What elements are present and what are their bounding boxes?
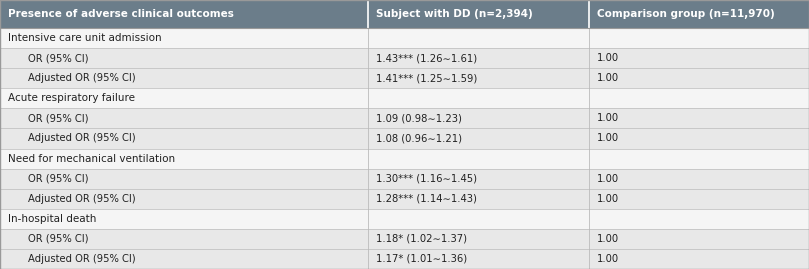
Text: 1.00: 1.00 (597, 194, 619, 204)
Text: Need for mechanical ventilation: Need for mechanical ventilation (8, 154, 176, 164)
Bar (0, 68, 809, 88)
Bar (0, 209, 809, 229)
Bar (0, 108, 809, 128)
Bar (0, 128, 809, 148)
Text: OR (95% CI): OR (95% CI) (28, 174, 89, 184)
Bar (0, 48, 809, 68)
Text: 1.00: 1.00 (597, 133, 619, 143)
Bar (0, 189, 809, 209)
Bar (0, 249, 809, 269)
Text: OR (95% CI): OR (95% CI) (28, 234, 89, 244)
Text: 1.41*** (1.25∼1.59): 1.41*** (1.25∼1.59) (376, 73, 477, 83)
Text: 1.09 (0.98∼1.23): 1.09 (0.98∼1.23) (376, 113, 462, 123)
Text: 1.08 (0.96∼1.21): 1.08 (0.96∼1.21) (376, 133, 462, 143)
Text: Presence of adverse clinical outcomes: Presence of adverse clinical outcomes (8, 9, 234, 19)
Text: 1.00: 1.00 (597, 234, 619, 244)
Text: 1.28*** (1.14∼1.43): 1.28*** (1.14∼1.43) (376, 194, 477, 204)
Text: In-hospital death: In-hospital death (8, 214, 96, 224)
Bar (0, 28, 809, 48)
Text: OR (95% CI): OR (95% CI) (28, 53, 89, 63)
Text: 1.00: 1.00 (597, 53, 619, 63)
Text: Acute respiratory failure: Acute respiratory failure (8, 93, 135, 103)
Bar (0, 169, 809, 189)
Text: 1.00: 1.00 (597, 174, 619, 184)
Text: 1.17* (1.01∼1.36): 1.17* (1.01∼1.36) (376, 254, 468, 264)
Text: Adjusted OR (95% CI): Adjusted OR (95% CI) (28, 133, 136, 143)
Text: Comparison group (n=11,970): Comparison group (n=11,970) (597, 9, 775, 19)
Text: Intensive care unit admission: Intensive care unit admission (8, 33, 162, 43)
Text: 1.30*** (1.16∼1.45): 1.30*** (1.16∼1.45) (376, 174, 477, 184)
Text: OR (95% CI): OR (95% CI) (28, 113, 89, 123)
Text: 1.00: 1.00 (597, 73, 619, 83)
Text: 1.00: 1.00 (597, 254, 619, 264)
Text: Subject with DD (n=2,394): Subject with DD (n=2,394) (376, 9, 533, 19)
Text: Adjusted OR (95% CI): Adjusted OR (95% CI) (28, 254, 136, 264)
Text: 1.43*** (1.26∼1.61): 1.43*** (1.26∼1.61) (376, 53, 477, 63)
Bar (0, 229, 809, 249)
Text: 1.18* (1.02∼1.37): 1.18* (1.02∼1.37) (376, 234, 467, 244)
Text: Adjusted OR (95% CI): Adjusted OR (95% CI) (28, 194, 136, 204)
Bar (589, 0, 809, 28)
Text: 1.00: 1.00 (597, 113, 619, 123)
Bar (368, 0, 589, 28)
Text: Adjusted OR (95% CI): Adjusted OR (95% CI) (28, 73, 136, 83)
Bar (0, 88, 809, 108)
Bar (0, 0, 368, 28)
Bar (0, 148, 809, 169)
